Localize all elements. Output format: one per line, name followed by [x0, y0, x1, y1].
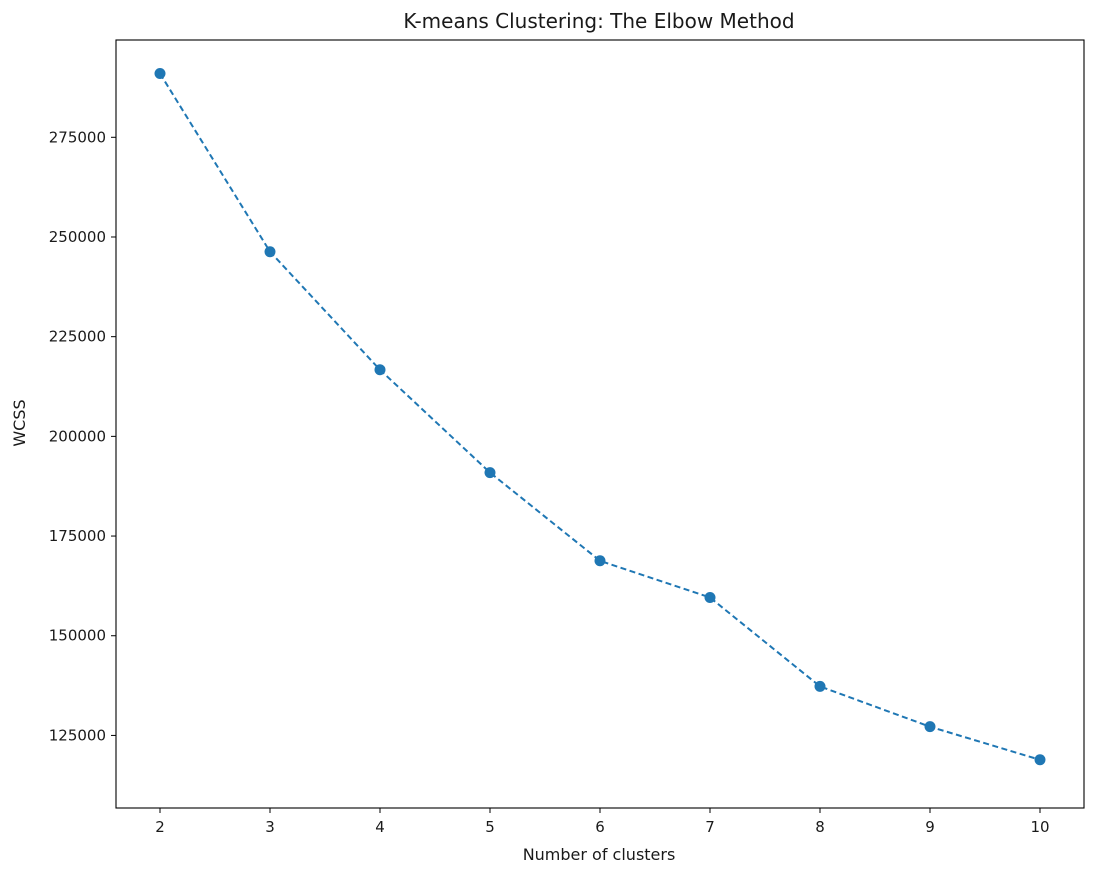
y-tick-label: 275000	[49, 128, 106, 146]
x-tick-label: 6	[595, 818, 605, 836]
data-point	[924, 721, 936, 733]
x-tick-label: 2	[155, 818, 165, 836]
data-point	[814, 680, 826, 692]
data-point	[704, 591, 716, 603]
plot-frame	[115, 39, 1085, 809]
y-tick-label: 250000	[49, 228, 106, 246]
y-tick-label: 225000	[49, 328, 106, 346]
series-layer	[154, 67, 1046, 766]
data-point	[264, 246, 276, 258]
data-point	[154, 67, 166, 79]
y-axis-title: WCSS	[10, 399, 29, 446]
x-tick-label: 7	[705, 818, 715, 836]
y-axis-ticks: 125000 150000 175000 200000 225000 250000 2750…	[49, 128, 116, 744]
series-line	[159, 72, 1041, 761]
data-point	[484, 467, 496, 479]
x-tick-label: 8	[815, 818, 825, 836]
x-tick-label: 9	[925, 818, 935, 836]
x-axis-title: Number of clusters	[523, 845, 676, 864]
data-point	[1034, 754, 1046, 766]
x-tick-label: 4	[375, 818, 385, 836]
data-point	[594, 555, 606, 567]
x-tick-label: 3	[265, 818, 275, 836]
x-tick-label: 5	[485, 818, 495, 836]
x-tick-label: 10	[1030, 818, 1049, 836]
chart-title: K-means Clustering: The Elbow Method	[403, 9, 794, 33]
plot-area	[115, 39, 1085, 809]
y-tick-label: 150000	[49, 627, 106, 645]
y-tick-label: 125000	[49, 726, 106, 744]
data-point	[374, 364, 386, 376]
y-tick-label: 200000	[49, 427, 106, 445]
x-axis-ticks: 2 3 4 5 6 7 8 9 10	[155, 808, 1050, 836]
y-tick-label: 175000	[49, 527, 106, 545]
